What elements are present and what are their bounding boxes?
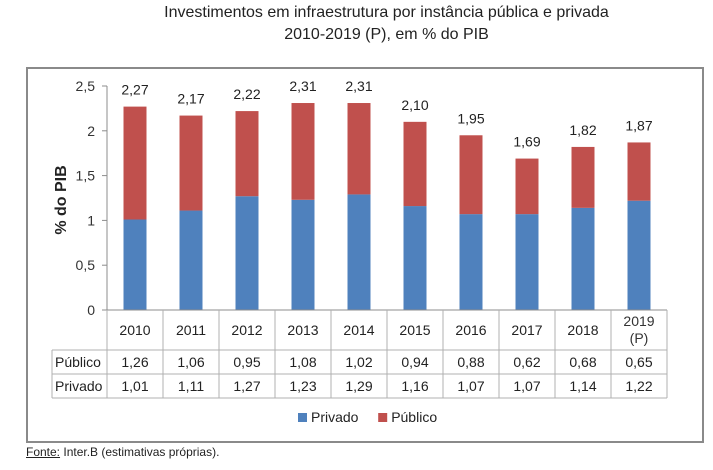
bar-privado-2013 xyxy=(291,199,315,310)
chart-title-line-1: Investimentos em infraestrutura por inst… xyxy=(164,4,609,21)
total-data-label: 2,10 xyxy=(401,97,428,113)
table-cell: 1,07 xyxy=(457,378,484,394)
table-cell: 1,11 xyxy=(178,378,204,394)
table-cell: 1,16 xyxy=(401,378,428,394)
table-cell: 0,62 xyxy=(513,354,540,370)
bar-privado-2018 xyxy=(571,207,595,310)
y-tick-label: 1 xyxy=(87,212,95,228)
x-tick-label: 2010 xyxy=(119,322,150,338)
y-tick-label: 2 xyxy=(87,123,95,139)
bar-publico-2011 xyxy=(179,115,203,211)
total-data-label: 1,95 xyxy=(457,110,484,126)
bar-publico-2018 xyxy=(571,146,595,208)
bar-privado-2011 xyxy=(179,210,203,310)
table-cell: 0,68 xyxy=(569,354,596,370)
chart-frame xyxy=(26,67,704,443)
total-data-label: 2,31 xyxy=(345,78,372,94)
x-tick-label: 2012 xyxy=(231,322,262,338)
table-cell: 0,88 xyxy=(457,354,484,370)
table-cell: 1,08 xyxy=(289,354,316,370)
bar-privado-2012 xyxy=(235,196,259,310)
source-text: Inter.B (estimativas próprias). xyxy=(60,445,220,459)
table-row-label: Público xyxy=(55,354,101,370)
table-cell: 0,65 xyxy=(625,354,652,370)
table-cell: 0,95 xyxy=(233,354,260,370)
bar-privado-2016 xyxy=(459,214,483,310)
table-cell: 0,94 xyxy=(401,354,428,370)
table-cell: 1,14 xyxy=(569,378,596,394)
x-tick-label: 2016 xyxy=(455,322,486,338)
legend-label-privado: Privado xyxy=(311,409,359,425)
legend-swatch-publico xyxy=(378,413,388,422)
bar-publico-2013 xyxy=(291,103,315,200)
legend-label-publico: Público xyxy=(391,409,437,425)
chart-title-line-2: 2010-2019 (P), em % do PIB xyxy=(284,26,489,43)
x-tick-label: 2011 xyxy=(176,322,206,338)
x-tick-label: (P) xyxy=(630,330,649,346)
x-tick-label: 2015 xyxy=(399,322,430,338)
bar-publico-2014 xyxy=(347,103,371,195)
total-data-label: 1,87 xyxy=(625,117,652,133)
table-cell: 1,22 xyxy=(625,378,652,394)
source-note: Fonte: Inter.B (estimativas próprias). xyxy=(26,445,219,459)
x-tick-label: 2018 xyxy=(567,322,598,338)
x-tick-label: 2013 xyxy=(287,322,318,338)
bar-publico-2019P xyxy=(627,142,651,201)
bar-privado-2017 xyxy=(515,214,539,310)
table-cell: 1,26 xyxy=(121,354,148,370)
table-cell: 1,06 xyxy=(177,354,204,370)
table-cell: 1,23 xyxy=(289,378,316,394)
bar-publico-2010 xyxy=(123,106,147,220)
total-data-label: 2,27 xyxy=(121,82,148,98)
table-row-label: Privado xyxy=(55,378,103,394)
x-tick-label: 2019 xyxy=(623,313,654,329)
bar-publico-2016 xyxy=(459,135,483,215)
table-cell: 1,29 xyxy=(345,378,372,394)
y-tick-label: 0,5 xyxy=(76,257,96,273)
table-cell: 1,27 xyxy=(233,378,260,394)
bar-privado-2019P xyxy=(627,200,651,310)
bar-publico-2017 xyxy=(515,158,539,215)
total-data-label: 1,69 xyxy=(513,134,540,150)
legend-swatch-privado xyxy=(298,413,307,422)
total-data-label: 1,82 xyxy=(569,122,596,138)
y-axis-title: % do PIB xyxy=(53,165,70,234)
table-cell: 1,07 xyxy=(513,378,540,394)
y-tick-label: 2,5 xyxy=(76,78,96,94)
table-cell: 1,02 xyxy=(345,354,372,370)
total-data-label: 2,22 xyxy=(233,86,260,102)
bar-privado-2010 xyxy=(123,219,147,310)
bar-publico-2012 xyxy=(235,111,259,197)
x-tick-label: 2014 xyxy=(343,322,374,338)
bar-publico-2015 xyxy=(403,121,427,207)
source-label: Fonte: xyxy=(26,445,61,459)
table-cell: 1,01 xyxy=(121,378,148,394)
bar-privado-2014 xyxy=(347,194,371,310)
total-data-label: 2,17 xyxy=(177,91,204,107)
bar-privado-2015 xyxy=(403,206,427,310)
y-tick-label: 1,5 xyxy=(76,168,96,184)
y-tick-label: 0 xyxy=(87,302,95,318)
x-tick-label: 2017 xyxy=(511,322,542,338)
total-data-label: 2,31 xyxy=(289,78,316,94)
